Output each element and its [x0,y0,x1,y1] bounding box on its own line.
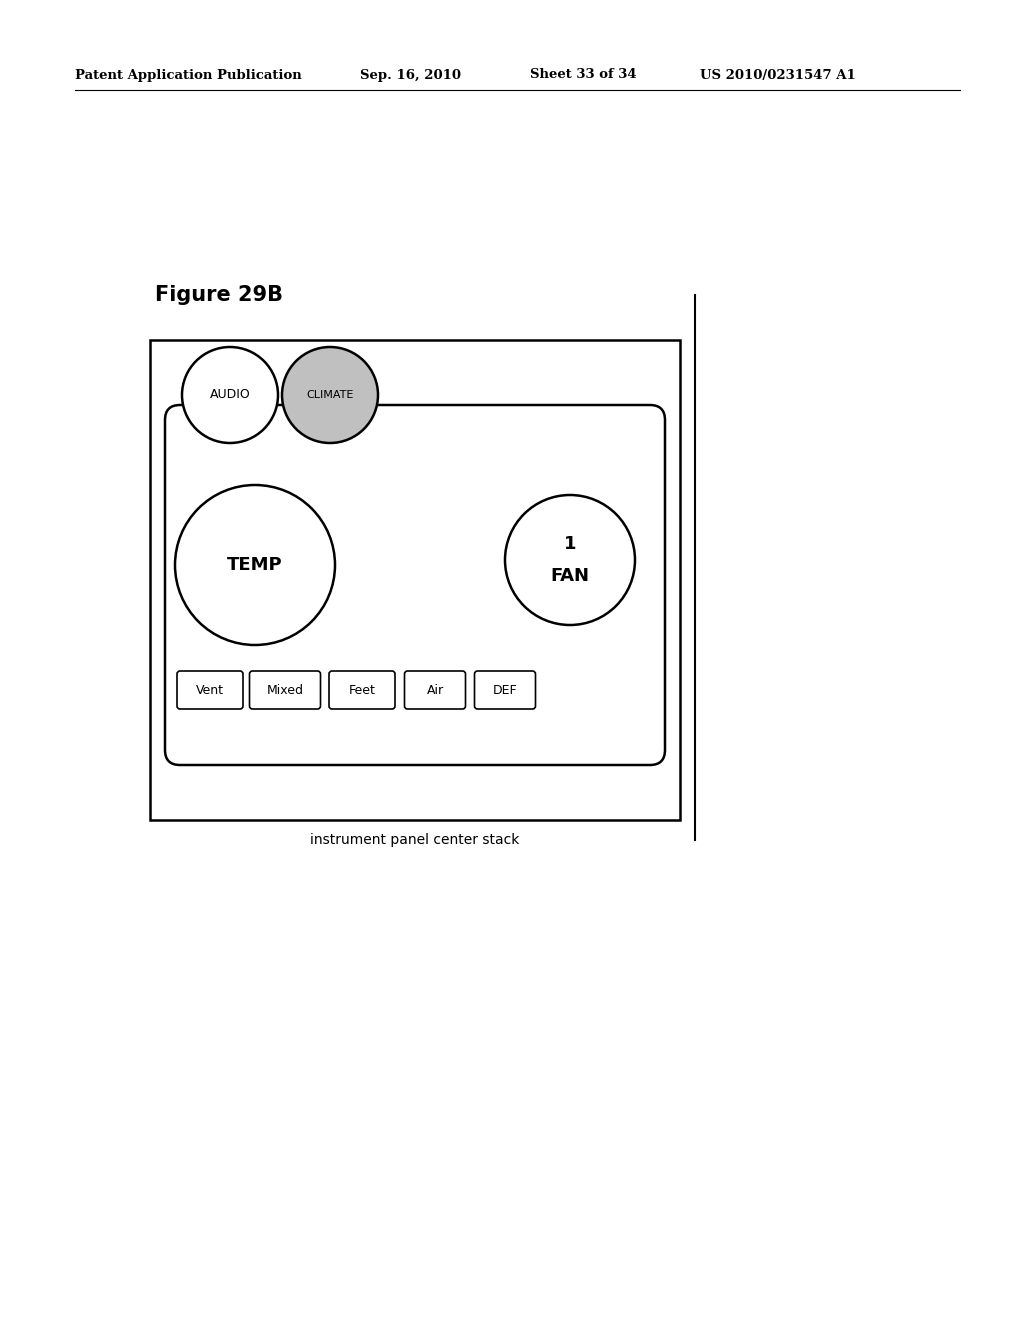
Text: FAN: FAN [551,568,590,585]
Text: AUDIO: AUDIO [210,388,251,401]
FancyBboxPatch shape [165,405,665,766]
Text: Air: Air [426,684,443,697]
Text: Vent: Vent [196,684,224,697]
Circle shape [182,347,278,444]
Text: US 2010/0231547 A1: US 2010/0231547 A1 [700,69,856,82]
Text: TEMP: TEMP [227,556,283,574]
Text: Patent Application Publication: Patent Application Publication [75,69,302,82]
Text: Sep. 16, 2010: Sep. 16, 2010 [360,69,461,82]
FancyBboxPatch shape [404,671,466,709]
Circle shape [282,347,378,444]
Text: CLIMATE: CLIMATE [306,389,353,400]
FancyBboxPatch shape [329,671,395,709]
Text: DEF: DEF [493,684,517,697]
FancyBboxPatch shape [250,671,321,709]
FancyBboxPatch shape [474,671,536,709]
Text: Figure 29B: Figure 29B [155,285,283,305]
FancyBboxPatch shape [150,341,680,820]
FancyBboxPatch shape [177,671,243,709]
Text: Feet: Feet [348,684,376,697]
Circle shape [175,484,335,645]
Text: 1: 1 [564,535,577,553]
Circle shape [505,495,635,624]
Text: instrument panel center stack: instrument panel center stack [310,833,520,847]
Text: Sheet 33 of 34: Sheet 33 of 34 [530,69,637,82]
Text: Mixed: Mixed [266,684,303,697]
